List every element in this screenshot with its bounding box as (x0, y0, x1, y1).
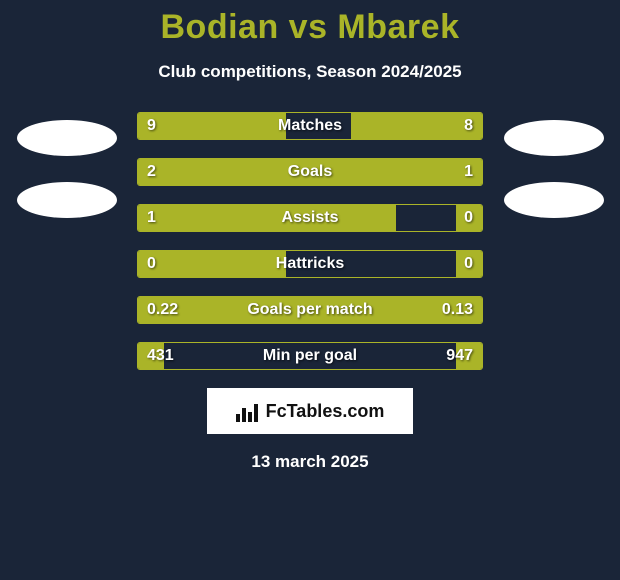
stat-label: Hattricks (276, 255, 344, 273)
value-left: 0 (147, 255, 156, 273)
stat-row-hattricks: 0 Hattricks 0 (137, 250, 483, 278)
value-right: 0 (464, 209, 473, 227)
stat-row-min-per-goal: 431 Min per goal 947 (137, 342, 483, 370)
bar-left (138, 251, 286, 277)
stat-row-assists: 1 Assists 0 (137, 204, 483, 232)
bar-right (351, 113, 482, 139)
left-logo-column (14, 112, 119, 218)
value-left: 1 (147, 209, 156, 227)
right-team-logo-2 (504, 182, 604, 218)
brand-badge: FcTables.com (207, 388, 413, 434)
value-left: 431 (147, 347, 174, 365)
value-right: 0 (464, 255, 473, 273)
stat-label: Assists (282, 209, 339, 227)
stat-row-goals-per-match: 0.22 Goals per match 0.13 (137, 296, 483, 324)
value-right: 1 (464, 163, 473, 181)
page-title: Bodian vs Mbarek (0, 8, 620, 47)
stat-row-matches: 9 Matches 8 (137, 112, 483, 140)
stat-label: Goals (288, 163, 332, 181)
right-team-logo-1 (504, 120, 604, 156)
stats-area: 9 Matches 8 2 Goals 1 1 Assists 0 (0, 112, 620, 370)
value-left: 2 (147, 163, 156, 181)
value-left: 0.22 (147, 301, 178, 319)
stat-row-goals: 2 Goals 1 (137, 158, 483, 186)
right-logo-column (501, 112, 606, 218)
subtitle: Club competitions, Season 2024/2025 (0, 62, 620, 82)
bars-column: 9 Matches 8 2 Goals 1 1 Assists 0 (137, 112, 483, 370)
bar-left (138, 205, 396, 231)
stat-label: Goals per match (247, 301, 372, 319)
value-right: 0.13 (442, 301, 473, 319)
brand-text: FcTables.com (266, 401, 385, 422)
stat-label: Matches (278, 117, 342, 135)
stat-label: Min per goal (263, 347, 357, 365)
value-right: 947 (446, 347, 473, 365)
left-team-logo-1 (17, 120, 117, 156)
value-right: 8 (464, 117, 473, 135)
bar-left (138, 113, 286, 139)
value-left: 9 (147, 117, 156, 135)
brand-chart-icon (236, 400, 262, 422)
left-team-logo-2 (17, 182, 117, 218)
date-text: 13 march 2025 (0, 452, 620, 472)
